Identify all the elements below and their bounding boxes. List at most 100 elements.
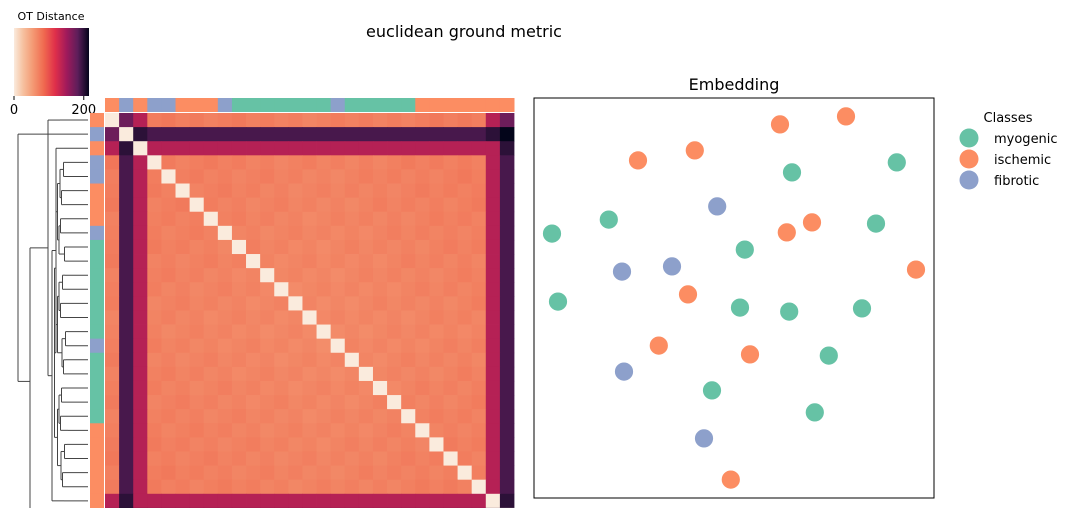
- heatmap-cell: [161, 268, 176, 283]
- heatmap-cell: [232, 409, 247, 424]
- heatmap-cell: [260, 423, 275, 438]
- heatmap-cell: [345, 395, 360, 410]
- heatmap-cell: [119, 353, 134, 368]
- heatmap-cell: [288, 127, 303, 142]
- heatmap-cell: [458, 310, 473, 325]
- scatter-point-myogenic: [780, 302, 799, 321]
- heatmap-cell: [401, 268, 416, 283]
- row-class-strip: [90, 113, 104, 508]
- heatmap-cell: [147, 466, 162, 481]
- heatmap-cell: [147, 437, 162, 452]
- heatmap-cell: [500, 480, 515, 495]
- heatmap-cell: [373, 353, 388, 368]
- heatmap-cell: [443, 423, 458, 438]
- row-class-cell: [90, 451, 104, 466]
- column-class-cell: [232, 98, 247, 112]
- heatmap-cell: [387, 353, 402, 368]
- heatmap-cell: [246, 437, 261, 452]
- heatmap-cell: [472, 325, 487, 340]
- heatmap-cell: [260, 353, 275, 368]
- heatmap-cell: [190, 466, 205, 481]
- heatmap-cell: [429, 212, 444, 227]
- heatmap-cell: [401, 437, 416, 452]
- column-class-strip: [105, 98, 515, 112]
- heatmap-cell: [232, 437, 247, 452]
- heatmap-cell: [218, 198, 233, 213]
- scatter-point-ischemic: [685, 141, 704, 160]
- heatmap-cell: [288, 395, 303, 410]
- heatmap-cell: [161, 466, 176, 481]
- heatmap-cell: [274, 226, 289, 241]
- heatmap-cell: [387, 310, 402, 325]
- heatmap-cell: [232, 466, 247, 481]
- heatmap-cell: [331, 212, 346, 227]
- heatmap-cell: [387, 409, 402, 424]
- heatmap-cell: [176, 212, 191, 227]
- heatmap-cell: [472, 494, 487, 508]
- heatmap-cell: [458, 296, 473, 311]
- scatter-point-myogenic: [819, 346, 838, 365]
- heatmap-cell: [190, 169, 205, 184]
- scatter-point-ischemic: [777, 223, 796, 242]
- heatmap-cell: [458, 254, 473, 269]
- heatmap-cell: [415, 381, 430, 396]
- heatmap-cell: [133, 451, 148, 466]
- heatmap-cell: [500, 494, 515, 508]
- heatmap-cell: [232, 254, 247, 269]
- heatmap-cell: [415, 325, 430, 340]
- heatmap-cell: [472, 127, 487, 142]
- heatmap-cell: [274, 494, 289, 508]
- heatmap-cell: [345, 409, 360, 424]
- heatmap-cell: [443, 381, 458, 396]
- heatmap-cell: [119, 437, 134, 452]
- heatmap-cell: [443, 451, 458, 466]
- heatmap-cell: [359, 466, 374, 481]
- heatmap-cell: [401, 155, 416, 170]
- heatmap-cell: [359, 325, 374, 340]
- heatmap-cell: [429, 113, 444, 128]
- heatmap-cell: [218, 466, 233, 481]
- heatmap-cell: [190, 212, 205, 227]
- heatmap-cell: [387, 395, 402, 410]
- heatmap-cell: [472, 339, 487, 354]
- row-class-cell: [90, 325, 104, 340]
- heatmap-cell: [345, 437, 360, 452]
- heatmap-cell: [345, 367, 360, 382]
- heatmap-cell: [176, 423, 191, 438]
- heatmap-cell: [119, 169, 134, 184]
- heatmap-cell: [204, 437, 219, 452]
- heatmap-cell: [232, 367, 247, 382]
- heatmap-cell: [288, 480, 303, 495]
- legend-label-ischemic: ischemic: [994, 153, 1051, 168]
- heatmap-cell: [331, 268, 346, 283]
- heatmap-cell: [458, 282, 473, 297]
- heatmap-cell: [176, 184, 191, 199]
- heatmap-cell: [500, 113, 515, 128]
- heatmap-cell: [204, 169, 219, 184]
- heatmap-cell: [133, 113, 148, 128]
- heatmap-cell: [443, 169, 458, 184]
- column-class-cell: [204, 98, 219, 112]
- heatmap-cell: [260, 184, 275, 199]
- heatmap-cell: [429, 480, 444, 495]
- heatmap-cell: [232, 494, 247, 508]
- heatmap-cell: [359, 254, 374, 269]
- heatmap-cell: [472, 226, 487, 241]
- heatmap-cell: [429, 296, 444, 311]
- heatmap-cell: [331, 339, 346, 354]
- heatmap-cell: [133, 423, 148, 438]
- heatmap-cell: [415, 198, 430, 213]
- heatmap-cell: [401, 169, 416, 184]
- heatmap-cell: [204, 198, 219, 213]
- heatmap-cell: [232, 155, 247, 170]
- column-class-cell: [345, 98, 360, 112]
- heatmap-cell: [458, 480, 473, 495]
- heatmap-cell: [458, 367, 473, 382]
- heatmap-cell: [147, 325, 162, 340]
- heatmap-cell: [331, 226, 346, 241]
- heatmap-cell: [105, 466, 120, 481]
- heatmap-cell: [373, 240, 388, 255]
- heatmap-cell: [401, 409, 416, 424]
